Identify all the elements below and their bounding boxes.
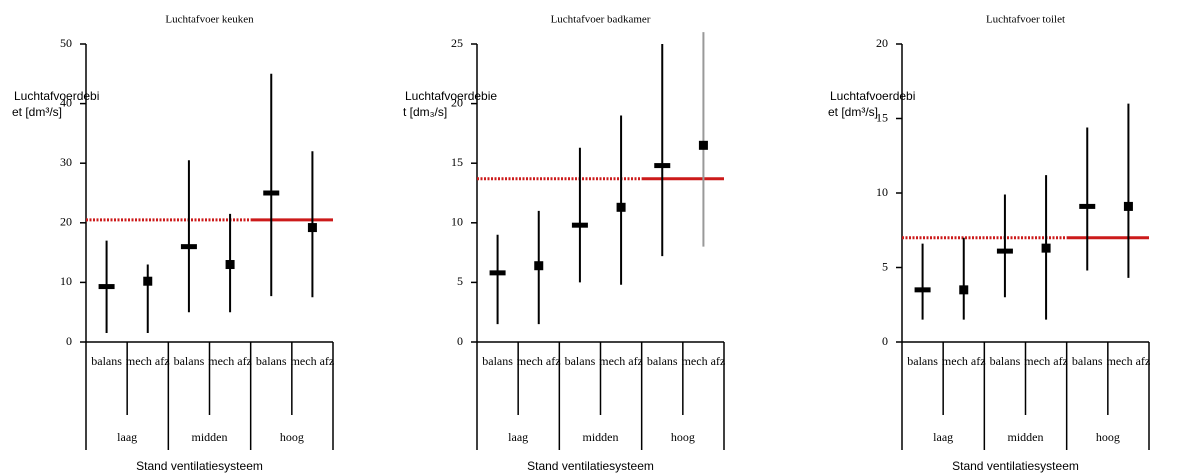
y-tick-label: 20: [451, 95, 463, 109]
mean-marker: [1123, 201, 1133, 211]
y-axis-label: et [dm³/s]: [828, 105, 878, 119]
x-tick-label: balans: [565, 354, 596, 368]
x-tick-label: mech afz: [942, 354, 986, 368]
group-label: hoog: [280, 430, 304, 444]
y-axis-label: et [dm³/s]: [12, 105, 62, 119]
mean-marker: [959, 285, 969, 295]
x-tick-label: balans: [482, 354, 513, 368]
mean-marker: [180, 244, 197, 250]
y-tick-label: 10: [451, 215, 463, 229]
x-tick-label: mech afz: [126, 354, 170, 368]
group-label: hoog: [1096, 430, 1120, 444]
y-tick-label: 10: [876, 185, 888, 199]
mean-marker: [489, 270, 506, 276]
group-label: midden: [192, 430, 228, 444]
group-label: hoog: [671, 430, 695, 444]
y-tick-label: 50: [60, 36, 72, 50]
mean-marker: [914, 287, 931, 293]
x-axis-label: Stand ventilatiesysteem: [136, 459, 263, 473]
mean-marker: [654, 163, 671, 169]
mean-marker: [616, 202, 626, 212]
group-label: midden: [1008, 430, 1044, 444]
group-label: laag: [508, 430, 528, 444]
x-tick-label: balans: [990, 354, 1021, 368]
mean-marker: [225, 260, 235, 270]
chart-title: Luchtafvoer badkamer: [551, 14, 651, 26]
mean-marker: [698, 140, 708, 150]
y-tick-label: 30: [60, 155, 72, 169]
x-tick-label: mech afz: [1024, 354, 1068, 368]
y-tick-label: 0: [882, 334, 888, 348]
x-tick-label: mech afz: [599, 354, 643, 368]
y-axis-label: Luchtafvoerdebi: [830, 89, 915, 103]
mean-marker: [307, 223, 317, 233]
y-tick-label: 20: [60, 215, 72, 229]
mean-marker: [1079, 203, 1096, 209]
x-tick-label: mech afz: [1107, 354, 1151, 368]
y-axis-label: t [dm₃/s]: [403, 105, 447, 119]
y-axis-label: Luchtafvoerdebi: [14, 89, 99, 103]
mean-marker: [571, 222, 588, 228]
x-tick-label: mech afz: [517, 354, 561, 368]
mean-marker: [996, 248, 1013, 254]
x-tick-label: balans: [1072, 354, 1103, 368]
y-tick-label: 10: [60, 274, 72, 288]
chart-title: Luchtafvoer toilet: [986, 14, 1065, 26]
mean-marker: [1041, 243, 1051, 253]
y-tick-label: 15: [451, 155, 463, 169]
x-axis-label: Stand ventilatiesysteem: [952, 459, 1079, 473]
mean-marker: [263, 190, 280, 196]
chart-title: Luchtafvoer keuken: [165, 14, 254, 26]
group-label: midden: [583, 430, 619, 444]
y-axis-label: Luchtafvoerdebie: [405, 89, 497, 103]
y-tick-label: 5: [457, 274, 463, 288]
mean-marker: [143, 276, 153, 286]
x-tick-label: balans: [91, 354, 122, 368]
x-tick-label: balans: [907, 354, 938, 368]
y-tick-label: 40: [60, 95, 72, 109]
x-tick-label: mech afz: [208, 354, 252, 368]
y-tick-label: 15: [876, 110, 888, 124]
y-tick-label: 0: [457, 334, 463, 348]
group-label: laag: [933, 430, 953, 444]
x-tick-label: balans: [256, 354, 287, 368]
x-tick-label: mech afz: [291, 354, 335, 368]
y-tick-label: 25: [451, 36, 463, 50]
group-label: laag: [117, 430, 137, 444]
y-tick-label: 5: [882, 259, 888, 273]
x-tick-label: balans: [647, 354, 678, 368]
mean-marker: [98, 284, 115, 290]
x-tick-label: mech afz: [682, 354, 726, 368]
mean-marker: [534, 261, 544, 271]
x-axis-label: Stand ventilatiesysteem: [527, 459, 654, 473]
x-tick-label: balans: [174, 354, 205, 368]
y-tick-label: 20: [876, 36, 888, 50]
y-tick-label: 0: [66, 334, 72, 348]
